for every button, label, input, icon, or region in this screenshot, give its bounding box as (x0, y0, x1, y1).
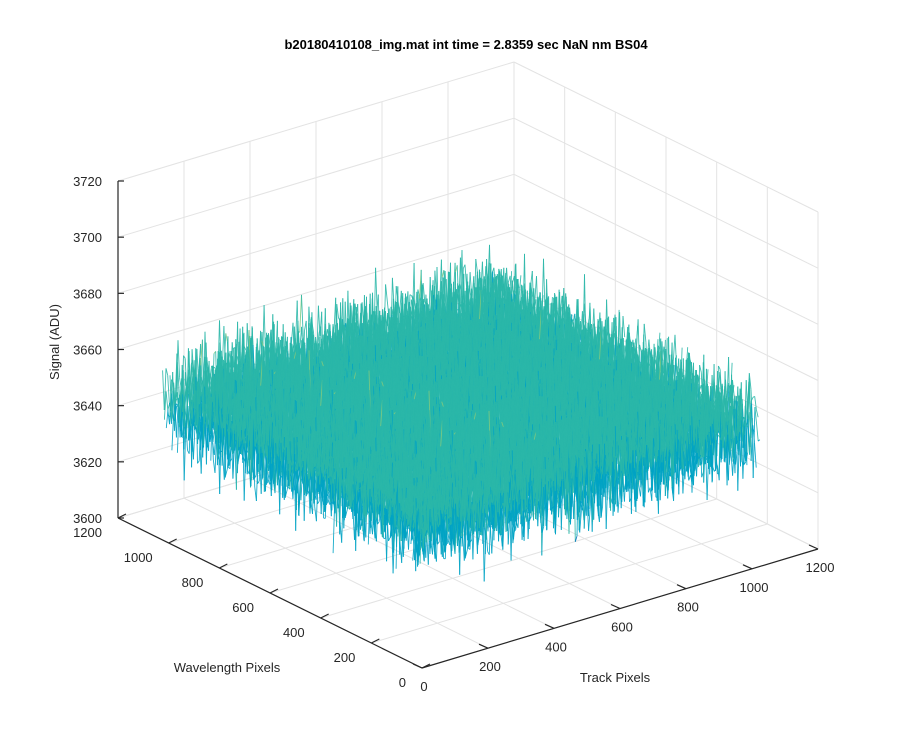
surface-segment (165, 368, 169, 376)
surface-segment (167, 375, 170, 403)
grid-line (513, 61, 819, 213)
surface-segment (165, 391, 169, 410)
grid-line (320, 498, 717, 619)
grid-line (117, 230, 515, 350)
grid-line (513, 117, 819, 269)
grid-line (117, 173, 515, 294)
surface-segment (171, 379, 174, 383)
surface-layer (162, 244, 761, 582)
surface-segment (231, 342, 235, 368)
surface-segment (165, 409, 169, 429)
surface-segment (174, 406, 178, 421)
grid-line (117, 61, 515, 182)
surface-segment (162, 370, 165, 411)
surface-segment (301, 294, 304, 337)
surface-segment (163, 368, 167, 411)
surface-segment (177, 340, 181, 378)
surface-segment (336, 304, 339, 318)
surface-segment (175, 403, 179, 406)
surface-segment (385, 284, 388, 302)
surface-segment (212, 428, 216, 443)
surface-segment (175, 404, 179, 438)
surface-segment (163, 391, 167, 420)
surface-segment (209, 365, 213, 379)
grid-line (513, 230, 819, 381)
grid-line (371, 523, 768, 644)
surface-segment (299, 294, 302, 332)
surface-segment (172, 382, 176, 421)
surface-segment (422, 283, 426, 303)
surface-segment (225, 333, 228, 342)
grid-line (513, 173, 819, 325)
grid-line (117, 117, 515, 238)
